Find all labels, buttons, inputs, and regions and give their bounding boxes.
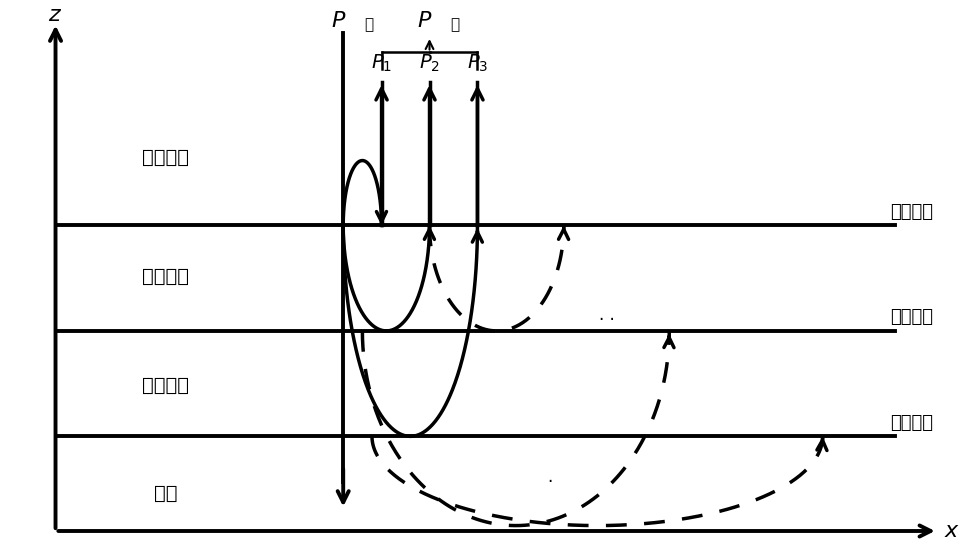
Text: 基体: 基体: [154, 483, 178, 503]
Text: $z$: $z$: [48, 4, 63, 25]
Text: $P$: $P$: [331, 11, 346, 31]
Text: 第一介质: 第一介质: [142, 148, 189, 167]
Text: 第二介质: 第二介质: [142, 267, 189, 287]
Text: $P_3$: $P_3$: [467, 53, 488, 74]
Text: 第一界面: 第一界面: [890, 203, 933, 221]
Text: ·: ·: [547, 474, 552, 491]
Text: $P$: $P$: [417, 11, 432, 31]
Text: 入: 入: [365, 18, 373, 32]
Text: 第三介质: 第三介质: [142, 376, 189, 394]
Text: 反: 反: [451, 18, 459, 32]
Text: $P_2$: $P_2$: [419, 53, 440, 74]
Text: 第二界面: 第二界面: [890, 309, 933, 326]
Text: $P_1$: $P_1$: [371, 53, 392, 74]
Text: $x$: $x$: [944, 521, 960, 541]
Text: 第三界面: 第三界面: [890, 414, 933, 432]
Text: · ·: · ·: [599, 311, 615, 329]
